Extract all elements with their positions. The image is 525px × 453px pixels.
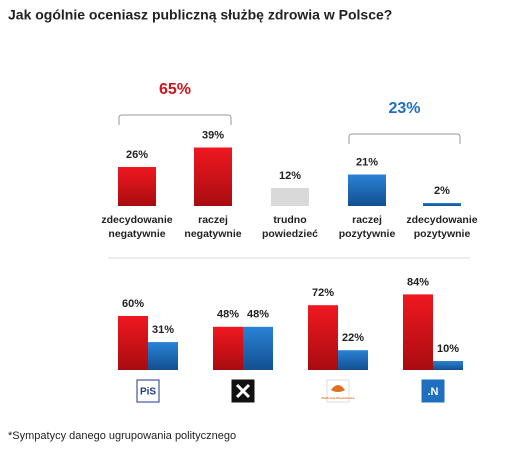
category-label: .N (428, 386, 439, 398)
value-label: 31% (152, 324, 174, 336)
bar (243, 326, 273, 370)
party-logo (231, 379, 255, 403)
value-label: 22% (342, 332, 364, 344)
bar (433, 361, 463, 370)
category-label: PiS (140, 387, 156, 398)
value-label: 84% (407, 276, 429, 288)
bar (308, 305, 338, 370)
bar (403, 294, 433, 370)
value-label: 10% (437, 343, 459, 355)
value-label: 72% (312, 287, 334, 299)
bracket (348, 133, 461, 144)
logo-box (421, 379, 445, 403)
bar (118, 167, 156, 206)
bar (348, 174, 386, 206)
value-label: 21% (356, 156, 378, 168)
bar (213, 326, 243, 370)
bracket (118, 114, 232, 125)
logo-icon (331, 385, 345, 392)
category-label: Platforma Obywatelska (321, 396, 354, 400)
bar (118, 316, 148, 370)
value-label: 26% (126, 149, 148, 161)
chart-title: Jak ogólnie oceniasz publiczną służbę zd… (8, 7, 392, 23)
category-label: zdecydowanie negatywnie (101, 214, 173, 240)
bar (423, 203, 461, 206)
annotation: 23% (388, 100, 420, 117)
value-label: 12% (279, 170, 301, 182)
bar (148, 342, 178, 370)
bar (271, 188, 309, 206)
value-label: 48% (247, 309, 269, 321)
category-label: raczej negatywnie (184, 214, 242, 240)
annotation: 65% (159, 81, 191, 98)
value-label: 39% (202, 129, 224, 141)
bar (338, 350, 368, 370)
category-label: trudno powiedzieć (261, 214, 318, 240)
party-logo: Platforma Obywatelska (321, 379, 355, 403)
value-label: 48% (217, 309, 239, 321)
footnote: *Sympatycy danego ugrupowania polityczne… (8, 430, 236, 442)
logo-box (136, 379, 160, 403)
party-logo: PiS (136, 379, 160, 403)
value-label: 60% (122, 298, 144, 310)
bar (194, 147, 232, 206)
party-logo: .N (421, 379, 445, 403)
category-label: raczej pozytywnie (338, 214, 396, 240)
category-label: zdecydowanie pozytywnie (406, 214, 478, 240)
logo-icon (235, 383, 251, 399)
value-label: 2% (434, 185, 450, 197)
